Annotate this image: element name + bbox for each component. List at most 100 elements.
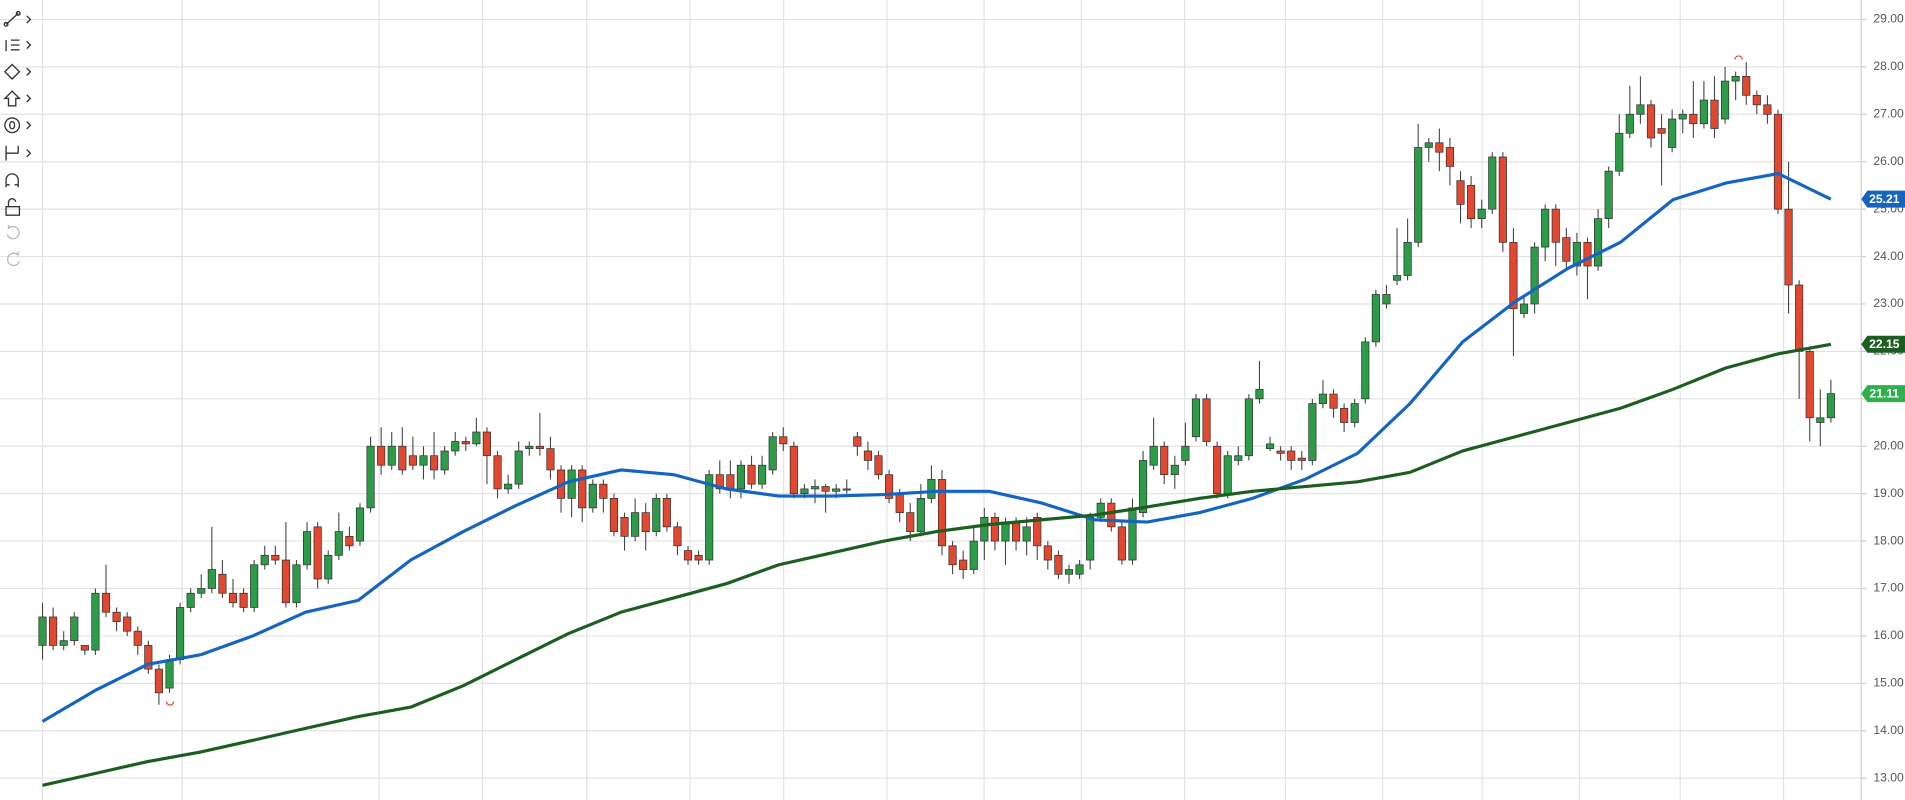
candle-body [980,517,989,542]
candle-body [1424,142,1433,148]
tool-undo[interactable] [6,224,20,240]
candle-body [715,474,724,490]
tool-fib[interactable] [5,39,32,52]
y-tick-label: 14.00 [1873,723,1904,737]
candle-body [810,486,820,490]
candle-body [726,474,735,490]
candle-body [281,559,290,604]
tool-line[interactable] [3,10,32,27]
candle-body [874,455,883,476]
candle-body [408,455,417,466]
candle-body [1562,237,1571,262]
tool-redo[interactable] [7,251,21,267]
candle-body [1795,284,1804,352]
candle-body [1054,554,1063,575]
candle-body [504,483,513,490]
candle-body [1657,128,1666,134]
candle-body [1784,208,1793,286]
candle-body [1467,185,1476,219]
grid [0,0,1862,800]
candle-body [49,616,58,646]
y-tick-label: 26.00 [1873,154,1904,168]
y-tick-label: 19.00 [1873,486,1904,500]
candle-body [1033,517,1042,547]
y-tick-label: 16.00 [1873,628,1904,642]
tool-measure[interactable] [5,145,32,161]
tool-lock[interactable] [5,198,21,216]
y-tick-label: 18.00 [1873,533,1904,547]
candle-body [853,436,862,447]
candle-body [705,474,714,561]
candle-body [1329,393,1338,409]
tool-shape[interactable] [3,63,32,80]
candle-body [768,436,777,471]
price-tag-label: 21.11 [1869,386,1899,400]
y-tick-label: 29.00 [1873,12,1904,26]
candle-body [694,554,703,561]
candle-body [1435,142,1444,153]
candle-body [1773,113,1783,210]
candle-body [800,488,809,495]
candle-body [1244,398,1253,457]
candle-body [1763,104,1772,115]
candle-body [1742,75,1751,96]
candle-body [80,645,89,651]
candle-body [1583,241,1592,267]
low-marker [165,701,175,706]
candle-body [1255,388,1264,400]
candle-body [609,498,619,532]
candle-body [1287,450,1296,461]
y-tick-label: 15.00 [1873,676,1904,690]
candle-body [419,455,428,466]
candle-body [271,554,280,561]
candle-body [1530,246,1539,305]
candle-body [673,526,682,547]
price-tag-label: 25.21 [1869,192,1900,206]
candle-body [863,450,872,461]
y-tick-label: 28.00 [1873,59,1904,73]
tool-magnet[interactable] [5,173,19,188]
candle-body [112,611,121,623]
tool-arrow[interactable] [3,90,32,107]
candle-body [1160,445,1169,476]
candle-body [1604,170,1613,219]
candle-body [927,479,936,499]
candle-body [779,436,788,445]
candle-body [1625,113,1634,134]
candle-body [736,464,746,490]
candle-body [620,517,629,537]
candle-body [1265,443,1275,449]
candle-body [535,445,544,449]
candle-body [1107,502,1116,528]
tool-text[interactable] [4,117,32,134]
candle-body [821,486,830,492]
candle-body [599,483,608,499]
candle-body [440,450,449,471]
candle-body [641,512,650,532]
candle-body [1403,241,1412,276]
candle-body [990,517,999,542]
candle-body [1488,156,1497,210]
candle-body [758,464,767,485]
candle-body [1805,351,1814,419]
candle-body [1128,507,1137,561]
candle-body [1361,341,1370,400]
candle-body [1223,455,1232,495]
candle-body [260,554,269,566]
candle-body [1752,94,1761,106]
candle-body [1509,241,1518,310]
y-tick-label: 20.00 [1873,438,1904,452]
candle-body [1477,208,1486,219]
candle-body [652,498,661,532]
candle-body [588,483,597,509]
moving-average-line [42,342,1832,787]
candle-body [133,630,142,646]
candle-body [1541,208,1550,248]
candle-body [1012,521,1021,542]
candle-body [186,592,195,608]
candle-body [1668,118,1677,148]
candle-body [451,441,460,452]
candle-body [1646,104,1656,139]
candle-body [1519,303,1529,314]
